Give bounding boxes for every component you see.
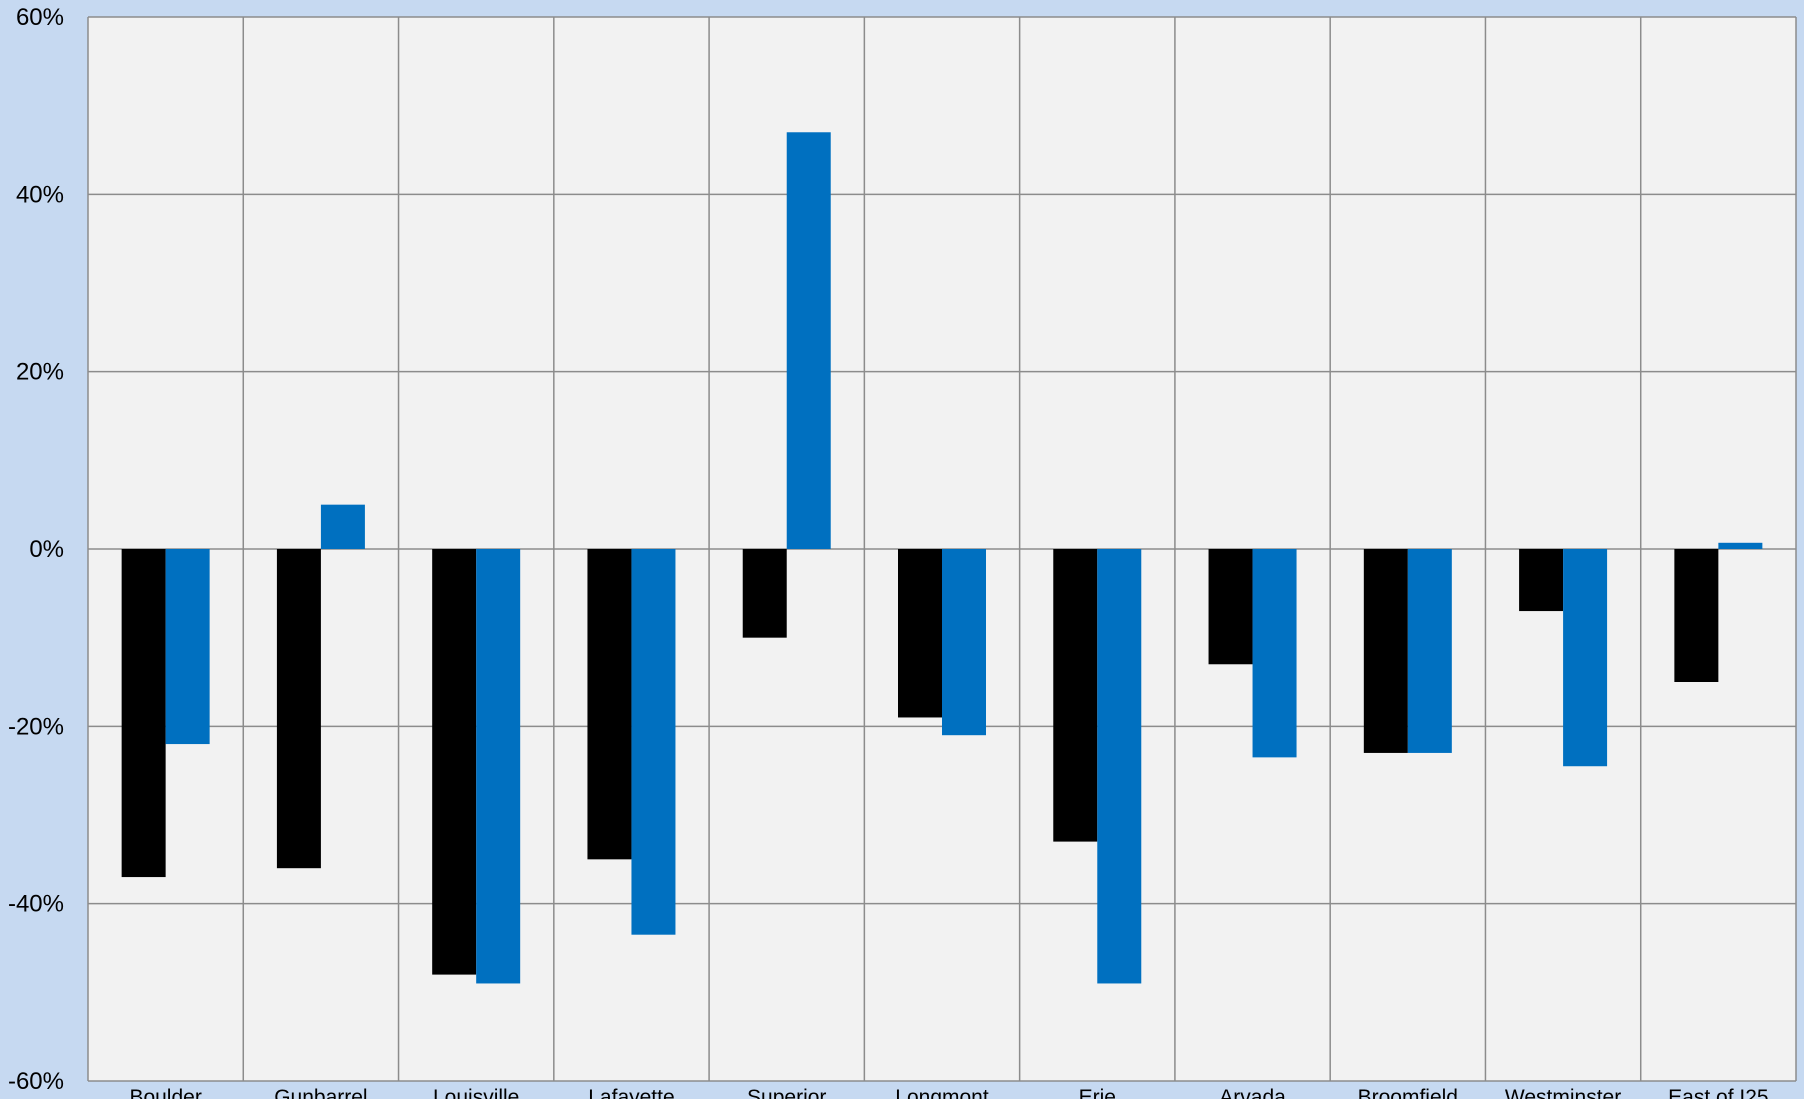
- category-label: Louisville: [433, 1086, 519, 1099]
- x-axis-category-labels: Boulder Gunbarrel Louisville Lafayette Super…: [129, 1086, 1768, 1099]
- bar-series-1-erie: [1053, 549, 1098, 842]
- y-tick-label: 20%: [16, 359, 64, 386]
- category-label: Longmont: [895, 1086, 989, 1099]
- bar-series-2-lafayette: [631, 549, 676, 935]
- bar-series-1-lafayette: [587, 549, 632, 860]
- bar-series-2-louisville: [476, 549, 521, 984]
- category-label: Superior: [747, 1086, 826, 1099]
- bar-series-1-superior: [742, 549, 787, 638]
- bar-series-2-gunbarrel: [320, 504, 365, 549]
- y-axis-tick-labels: 60% 40% 20% 0% -20% -40% -60%: [8, 4, 64, 1095]
- y-tick-label: -20%: [8, 713, 64, 740]
- y-tick-label: -60%: [8, 1068, 64, 1095]
- bar-series-2-longmont: [942, 549, 986, 736]
- bar-series-2-east-of-i25: [1718, 542, 1763, 549]
- bar-series-1-louisville: [432, 549, 477, 975]
- y-tick-label: 60%: [16, 4, 64, 31]
- y-tick-label: -40%: [8, 891, 64, 918]
- category-label: Broomfield: [1358, 1086, 1458, 1099]
- bar-series-2-boulder: [165, 549, 210, 745]
- category-label: Boulder: [129, 1086, 201, 1099]
- bar-series-1-longmont: [898, 549, 942, 718]
- bar-series-1-east-of-i25: [1674, 549, 1719, 682]
- category-label: Lafayette: [588, 1086, 674, 1099]
- y-tick-label: 0%: [29, 536, 64, 563]
- bar-series-2-arvada: [1252, 549, 1297, 758]
- category-label: Erie: [1079, 1086, 1116, 1099]
- bar-series-2-broomfield: [1407, 549, 1452, 753]
- y-tick-label: 40%: [16, 181, 64, 208]
- bars: [121, 132, 1763, 984]
- bar-series-1-gunbarrel: [276, 549, 321, 869]
- gridlines: [87, 16, 1797, 1082]
- category-label: Arvada: [1219, 1086, 1286, 1099]
- bar-series-1-boulder: [121, 549, 166, 878]
- bar-series-1-broomfield: [1363, 549, 1408, 753]
- category-label: East of I25: [1668, 1086, 1768, 1099]
- bar-series-2-erie: [1097, 549, 1142, 984]
- bar-series-1-westminster: [1519, 549, 1564, 612]
- bar-series-2-westminster: [1563, 549, 1608, 767]
- category-label: Gunbarrel: [274, 1086, 367, 1099]
- bar-series-1-arvada: [1208, 549, 1253, 665]
- bar-series-2-superior: [786, 132, 831, 549]
- category-label: Westminster: [1505, 1086, 1621, 1099]
